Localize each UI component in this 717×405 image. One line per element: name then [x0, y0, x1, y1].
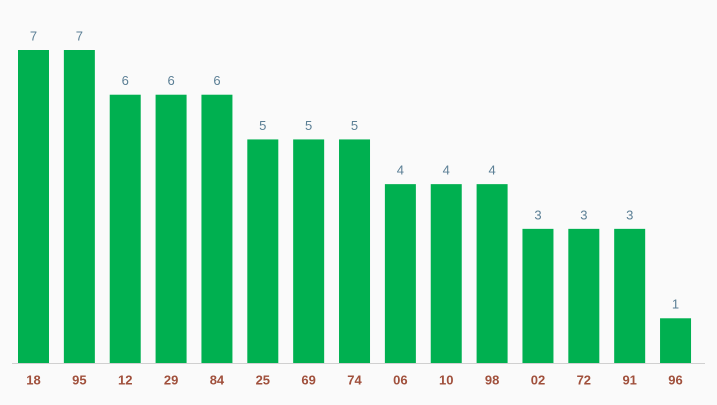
x-tick-label: 18: [26, 372, 40, 387]
x-tick-label: 10: [439, 372, 453, 387]
x-tick-label: 91: [622, 372, 636, 387]
bar: [155, 94, 187, 363]
bar: [63, 50, 95, 363]
bar: [293, 139, 325, 363]
bar: [430, 184, 462, 363]
value-label: 7: [76, 28, 83, 43]
value-label: 6: [167, 73, 174, 88]
bar: [109, 94, 141, 363]
bar: [614, 228, 646, 363]
x-tick-label: 96: [668, 372, 682, 387]
value-label: 5: [351, 118, 358, 133]
bar: [476, 184, 508, 363]
x-tick-label: 98: [485, 372, 499, 387]
bar: [384, 184, 416, 363]
value-label: 4: [397, 163, 404, 178]
value-label: 6: [213, 73, 220, 88]
value-label: 5: [305, 118, 312, 133]
bar: [18, 50, 49, 363]
value-label: 3: [534, 207, 541, 222]
bar: [339, 139, 371, 363]
x-tick-label: 02: [531, 372, 545, 387]
value-label: 4: [443, 163, 450, 178]
bar: [201, 94, 233, 363]
bar: [522, 228, 554, 363]
x-tick-label: 25: [256, 372, 270, 387]
x-tick-label: 29: [164, 372, 178, 387]
x-tick-label: 95: [72, 372, 86, 387]
x-tick-label: 06: [393, 372, 407, 387]
value-label: 5: [259, 118, 266, 133]
value-label: 7: [30, 28, 37, 43]
x-tick-label: 72: [577, 372, 591, 387]
value-label: 4: [488, 163, 495, 178]
value-label: 3: [580, 207, 587, 222]
value-label: 1: [672, 297, 679, 312]
x-tick-label: 69: [301, 372, 315, 387]
x-tick-label: 12: [118, 372, 132, 387]
x-tick-label: 84: [210, 372, 225, 387]
bar: [568, 228, 600, 363]
value-label: 3: [626, 207, 633, 222]
bar: [247, 139, 279, 363]
x-tick-label: 74: [347, 372, 362, 387]
bar: [660, 318, 692, 363]
value-label: 6: [122, 73, 129, 88]
